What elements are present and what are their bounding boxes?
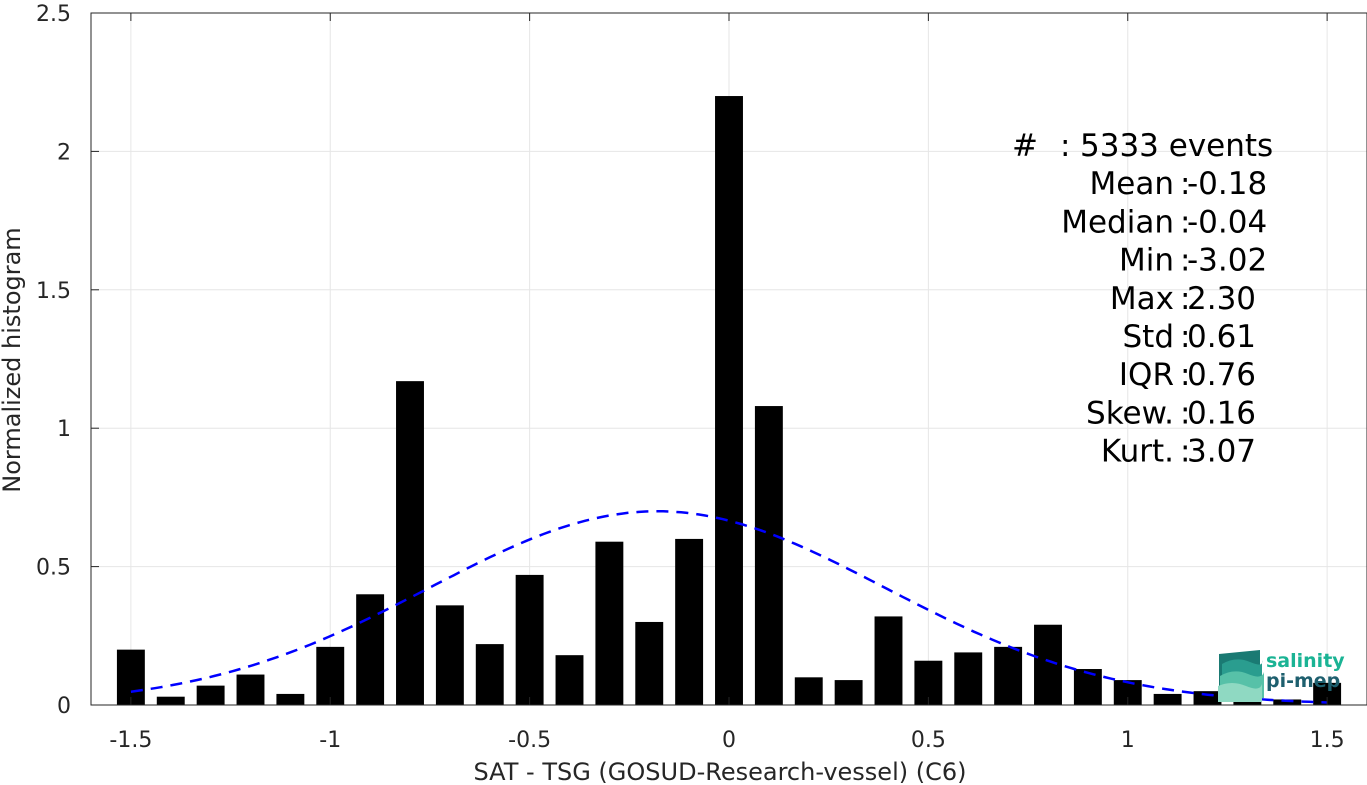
stats-label: #	[1012, 128, 1038, 164]
stats-value: 0.76	[1187, 357, 1256, 393]
histogram-bar	[794, 677, 823, 705]
x-tick-labels: -1.5 -1 -0.5 0 0.5 1 1.5	[109, 728, 1344, 753]
stats-label: Skew.	[1086, 395, 1174, 431]
histogram-bar	[954, 652, 983, 705]
y-tick-label: 1	[57, 417, 71, 442]
histogram-bar	[994, 646, 1023, 705]
histogram-bar	[635, 621, 664, 705]
x-axis-label: SAT - TSG (GOSUD-Research-vessel) (C6)	[474, 758, 967, 785]
histogram-bar	[715, 96, 743, 706]
stats-label: Max	[1110, 281, 1174, 317]
y-tick-label: 0.5	[36, 556, 71, 581]
stats-separator: :	[1180, 434, 1190, 470]
histogram-bar	[1153, 693, 1182, 705]
axis-ticks	[91, 12, 1328, 706]
y-tick-label: 2	[57, 140, 71, 165]
stats-label: Min	[1119, 243, 1174, 279]
x-tick-label: -0.5	[508, 728, 551, 753]
logo-line2: pi-mep	[1266, 670, 1340, 692]
salinity-pi-mep-logo: salinity pi-mep	[1218, 650, 1345, 702]
x-tick-label: 1.5	[1310, 728, 1345, 753]
histogram-bar	[1313, 682, 1342, 705]
y-tick-label: 0	[57, 694, 71, 719]
histogram-bar	[1193, 691, 1222, 705]
histogram-bar	[196, 685, 225, 705]
stats-separator: :	[1180, 357, 1190, 393]
stats-separator: :	[1060, 128, 1070, 164]
logo-line1: salinity	[1266, 650, 1345, 672]
stats-separator: :	[1180, 395, 1190, 431]
x-tick-label: -1.5	[109, 728, 152, 753]
histogram-bar	[236, 674, 265, 705]
histogram-bar	[276, 693, 305, 705]
stats-separator: :	[1180, 243, 1190, 279]
stats-value: -0.18	[1187, 166, 1267, 202]
histogram-bar	[356, 594, 385, 705]
histogram-bar	[515, 574, 544, 705]
stats-value: 0.16	[1187, 395, 1256, 431]
x-tick-label: 0	[722, 728, 736, 753]
stats-label: Mean	[1090, 166, 1174, 202]
stats-value: -3.02	[1187, 243, 1267, 279]
stats-separator: :	[1180, 281, 1190, 317]
stats-value: 0.61	[1187, 319, 1256, 355]
histogram-bar	[316, 646, 345, 705]
histogram-bar	[834, 680, 863, 705]
stats-label: Std	[1122, 319, 1174, 355]
stats-label: IQR	[1119, 357, 1174, 393]
y-axis-label: Normalized histogram	[0, 227, 26, 492]
gaussian-fit-curve	[130, 510, 1328, 704]
histogram-bar	[595, 541, 624, 705]
histogram-bar	[1273, 699, 1302, 705]
histogram-bar	[156, 696, 185, 705]
histogram-bar	[555, 655, 584, 705]
histogram-bar	[1034, 624, 1062, 705]
histogram-bar	[874, 616, 903, 705]
histogram-bars	[116, 96, 1342, 706]
stats-label: Median	[1061, 204, 1174, 240]
stats-value: 5333 events	[1080, 128, 1273, 164]
x-tick-label: 0.5	[911, 728, 946, 753]
y-tick-label: 2.5	[36, 2, 71, 27]
x-tick-label: 1	[1121, 728, 1135, 753]
stats-separator: :	[1180, 204, 1190, 240]
stats-value: 3.07	[1187, 434, 1256, 470]
stats-value: -0.04	[1187, 204, 1267, 240]
histogram-bar	[435, 605, 464, 705]
logo-waves-icon	[1218, 650, 1264, 702]
histogram-bar	[116, 649, 145, 705]
stats-separator: :	[1180, 319, 1190, 355]
stats-label: Kurt.	[1101, 434, 1174, 470]
y-tick-label: 1.5	[36, 279, 71, 304]
histogram-bar	[1073, 669, 1102, 705]
histogram-bar	[396, 381, 424, 705]
stats-value: 2.30	[1187, 281, 1256, 317]
histogram-bar	[675, 538, 704, 705]
histogram-bar	[475, 644, 504, 705]
histogram-bar	[754, 406, 783, 705]
x-tick-label: -1	[319, 728, 341, 753]
y-tick-labels: 0 0.5 1 1.5 2 2.5	[36, 2, 71, 719]
stats-separator: :	[1180, 166, 1190, 202]
